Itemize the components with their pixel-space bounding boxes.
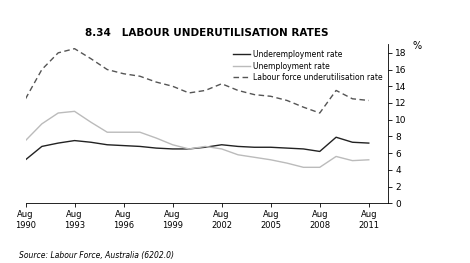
Y-axis label: %: % <box>413 41 422 51</box>
Legend: Underemployment rate, Unemployment rate, Labour force underutilisation rate: Underemployment rate, Unemployment rate,… <box>231 48 384 84</box>
Title: 8.34   LABOUR UNDERUTILISATION RATES: 8.34 LABOUR UNDERUTILISATION RATES <box>85 28 329 38</box>
Text: Source: Labour Force, Australia (6202.0): Source: Labour Force, Australia (6202.0) <box>19 251 174 260</box>
